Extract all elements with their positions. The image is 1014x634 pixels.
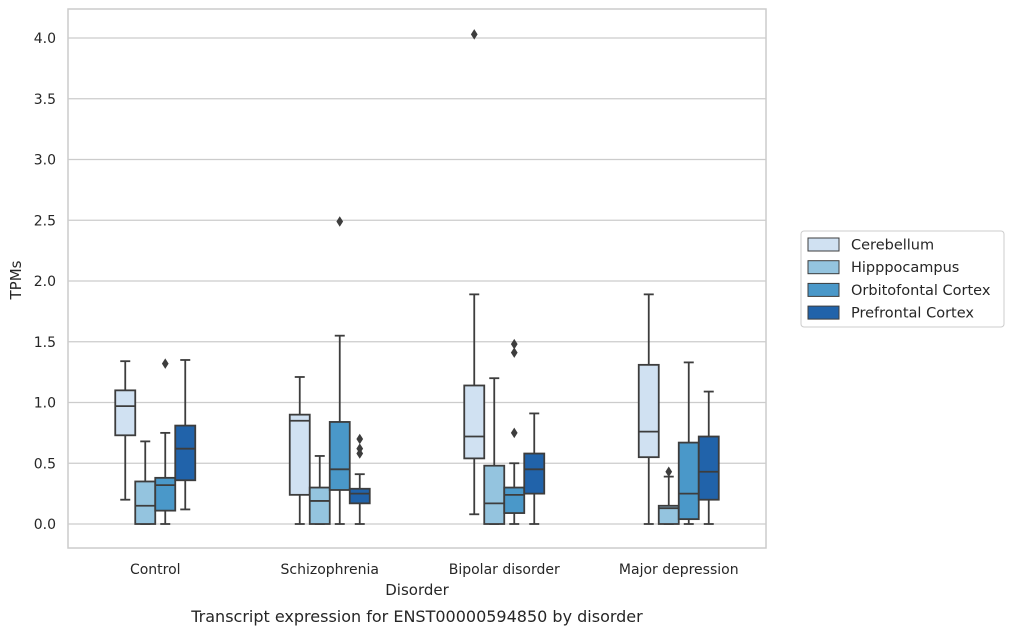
grid-lines <box>68 37 766 525</box>
iqr-box <box>637 363 660 459</box>
y-tick-label: 1.0 <box>34 396 56 412</box>
y-tick-label: 3.5 <box>34 92 56 108</box>
y-tick-label: 2.5 <box>34 213 56 229</box>
legend-label: Hipppocampus <box>851 260 959 276</box>
box-3-1 <box>657 466 680 525</box>
x-tick-label: Major depression <box>619 562 739 578</box>
box-0-1 <box>134 440 157 525</box>
box-0-3 <box>174 359 197 511</box>
iqr-box <box>697 435 720 501</box>
box-2-2 <box>503 338 526 525</box>
outlier-point <box>356 443 364 454</box>
x-tick-label: Control <box>130 562 181 578</box>
outlier-point <box>510 338 518 350</box>
box-0-0 <box>114 360 137 501</box>
box-3-3 <box>697 390 720 525</box>
outlier-point <box>161 358 169 369</box>
iqr-box <box>154 476 177 512</box>
x-tick-labels: Control Schizophrenia Bipolar disorder Majo… <box>130 562 739 578</box>
x-tick-label: Bipolar disorder <box>449 562 560 578</box>
outlier-point <box>336 216 344 227</box>
iqr-box <box>308 486 331 525</box>
legend-swatch <box>807 305 840 320</box>
y-tick-label: 1.5 <box>34 335 56 351</box>
iqr-box <box>503 486 526 514</box>
outlier-point <box>470 29 478 40</box>
box-1-2 <box>328 216 351 525</box>
legend-swatch <box>807 282 840 297</box>
y-tick-label: 0.0 <box>34 517 56 533</box>
y-tick-label: 2.0 <box>34 274 56 290</box>
legend-swatch <box>807 237 840 252</box>
iqr-box <box>523 452 546 495</box>
box-2-3 <box>523 412 546 525</box>
y-tick-label: 0.5 <box>34 456 56 472</box>
iqr-box <box>348 487 371 505</box>
iqr-box <box>114 389 137 437</box>
y-tick-labels: 0.0 0.5 1.0 1.5 2.0 2.5 3.0 3.5 4.0 <box>34 31 56 533</box>
legend-label: Cerebellum <box>851 238 934 254</box>
legend-label: Orbitofontal Cortex <box>851 283 991 299</box>
legend-label: Prefrontal Cortex <box>851 306 974 322</box>
x-tick-label: Schizophrenia <box>281 562 379 578</box>
box-2-1 <box>483 377 506 525</box>
outlier-point <box>356 433 364 445</box>
outlier-point <box>510 427 518 439</box>
y-axis-label: TPMs <box>7 260 25 300</box>
box-3-2 <box>677 361 700 525</box>
legend-swatch <box>807 260 840 275</box>
outlier-point <box>510 347 518 358</box>
iqr-box <box>463 384 486 460</box>
iqr-box <box>174 424 197 482</box>
chart-caption: Transcript expression for ENST0000059485… <box>190 607 643 626</box>
box-1-0 <box>288 376 311 525</box>
x-axis-label: Disorder <box>385 581 449 599</box>
y-tick-label: 4.0 <box>34 31 56 47</box>
box-2-0 <box>463 29 486 516</box>
box-1-3 <box>348 433 371 525</box>
chart-legend: Cerebellum Hipppocampus Orbitofontal Corte… <box>800 230 1005 328</box>
iqr-box <box>328 421 351 491</box>
iqr-box <box>483 464 506 525</box>
iqr-box <box>134 480 157 525</box>
box-3-0 <box>637 293 660 525</box>
box-plot-marks <box>114 29 720 525</box>
y-tick-label: 3.0 <box>34 153 56 169</box>
iqr-box <box>288 413 311 496</box>
box-1-1 <box>308 455 331 525</box>
iqr-box <box>677 441 700 521</box>
plot-frame <box>67 8 767 549</box>
box-0-2 <box>154 358 177 525</box>
legend-frame <box>800 230 1005 328</box>
outlier-point <box>665 466 673 478</box>
